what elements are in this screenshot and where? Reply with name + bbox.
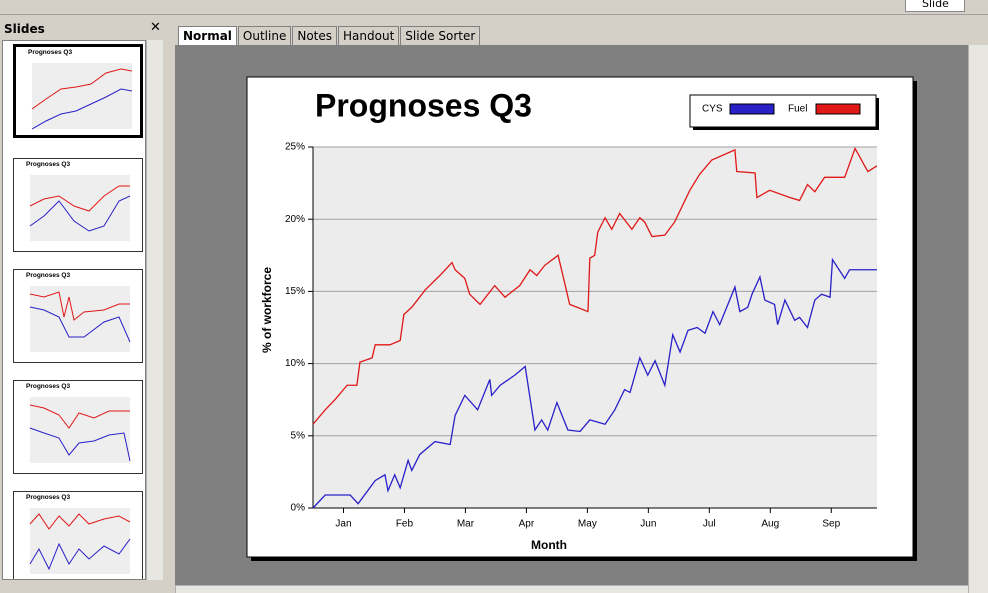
thumbnail-title: Prognoses Q3 bbox=[26, 383, 71, 390]
thumbnail-chart bbox=[29, 508, 131, 574]
workspace-scrollbar[interactable] bbox=[968, 45, 988, 593]
y-tick-label: 5% bbox=[291, 430, 306, 441]
legend-swatch bbox=[815, 103, 861, 115]
legend-label: Fuel bbox=[788, 104, 807, 115]
panel-scrollbar[interactable] bbox=[146, 40, 163, 580]
thumbnail-title: Prognoses Q3 bbox=[26, 161, 71, 168]
slide-thumbnail[interactable]: Prognoses Q3 bbox=[13, 44, 143, 138]
data-line bbox=[312, 257, 877, 509]
x-tick-label: Jul bbox=[703, 519, 716, 530]
plot-area bbox=[313, 147, 877, 508]
y-tick-label: 0% bbox=[291, 503, 306, 514]
y-tick-label: 25% bbox=[285, 142, 305, 153]
toolbar: Slide bbox=[0, 0, 988, 15]
x-tick-label: Sep bbox=[822, 519, 840, 530]
x-tick-label: Feb bbox=[396, 519, 414, 530]
thumbnail-title: Prognoses Q3 bbox=[26, 272, 71, 279]
thumbnail-title: Prognoses Q3 bbox=[26, 494, 71, 501]
y-tick-label: 20% bbox=[285, 214, 305, 225]
legend-swatch bbox=[729, 103, 775, 115]
slide-thumbnail[interactable]: Prognoses Q3 bbox=[13, 491, 143, 579]
thumbnail-list: Prognoses Q3 Prognoses Q3 Prognoses Q3 P… bbox=[2, 40, 146, 580]
slide-button[interactable]: Slide bbox=[905, 0, 965, 12]
horizontal-scrollbar[interactable] bbox=[175, 585, 968, 593]
x-tick-label: Apr bbox=[519, 519, 535, 530]
y-tick-label: 15% bbox=[285, 286, 305, 297]
x-tick-label: May bbox=[578, 519, 597, 530]
y-axis-label: % of workforce bbox=[260, 267, 274, 353]
x-tick-label: Jun bbox=[640, 519, 656, 530]
thumbnail-title: Prognoses Q3 bbox=[28, 49, 73, 56]
legend-label: CYS bbox=[702, 104, 723, 115]
slide-thumbnail[interactable]: Prognoses Q3 bbox=[13, 380, 143, 474]
thumbnail-chart bbox=[29, 175, 131, 241]
thumbnail-chart bbox=[29, 286, 131, 352]
x-tick-label: Mar bbox=[457, 519, 475, 530]
thumbnail-chart bbox=[31, 63, 133, 130]
slide-thumbnail[interactable]: Prognoses Q3 bbox=[13, 269, 143, 363]
slide-thumbnail[interactable]: Prognoses Q3 bbox=[13, 158, 143, 252]
x-tick-label: Aug bbox=[761, 519, 779, 530]
thumbnail-chart bbox=[29, 397, 131, 463]
y-tick-label: 10% bbox=[285, 358, 305, 369]
x-axis-label: Month bbox=[531, 538, 567, 552]
chart-title: Prognoses Q3 bbox=[315, 87, 532, 123]
data-line bbox=[312, 146, 878, 425]
x-tick-label: Jan bbox=[335, 519, 351, 530]
panel-title: Slides bbox=[4, 22, 45, 36]
close-button[interactable]: ✕ bbox=[150, 20, 161, 35]
